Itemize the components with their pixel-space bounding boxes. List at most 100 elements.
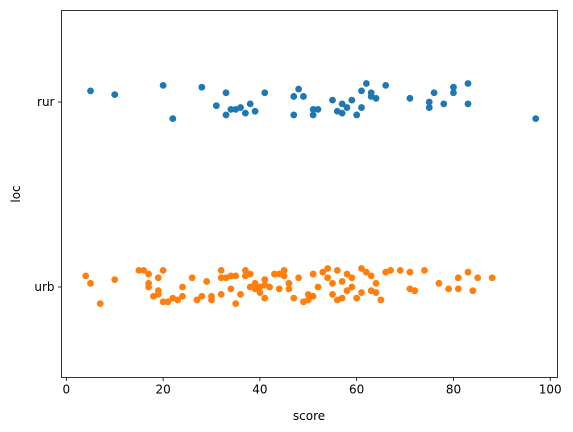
point-rur <box>425 104 433 111</box>
point-urb <box>82 272 90 280</box>
point-rur <box>169 115 177 123</box>
point-urb <box>343 270 351 278</box>
point-urb <box>198 292 206 300</box>
point-urb <box>488 274 496 282</box>
point-urb <box>154 274 162 282</box>
point-urb <box>377 296 385 304</box>
point-urb <box>285 285 293 293</box>
point-urb <box>208 296 215 304</box>
point-urb <box>406 268 414 276</box>
point-urb <box>159 298 167 306</box>
point-urb <box>227 285 235 293</box>
plot-frame <box>61 10 558 378</box>
point-urb <box>362 268 370 276</box>
point-urb <box>285 279 293 287</box>
point-rur <box>464 80 472 87</box>
point-urb <box>164 298 172 306</box>
point-rur <box>338 109 346 117</box>
point-urb <box>140 266 148 274</box>
point-rur <box>309 106 317 113</box>
point-rur <box>343 104 351 111</box>
point-rur <box>532 115 540 123</box>
point-urb <box>275 285 283 293</box>
point-urb <box>179 283 186 291</box>
point-urb <box>343 287 351 295</box>
point-rur <box>295 85 303 93</box>
point-urb <box>193 296 201 304</box>
y-axis-ticks: rur urb <box>34 95 62 294</box>
point-rur <box>159 81 167 89</box>
point-urb <box>454 274 462 282</box>
point-urb <box>188 274 196 282</box>
series-urb <box>82 265 496 308</box>
point-urb <box>256 289 264 296</box>
x-axis-ticks: 0 20 40 60 80 100 <box>63 377 562 397</box>
point-urb <box>261 276 269 283</box>
point-urb <box>464 268 472 276</box>
point-rur <box>372 94 380 102</box>
point-rur <box>450 83 457 91</box>
point-urb <box>145 283 153 291</box>
point-rur <box>241 109 249 117</box>
point-urb <box>474 274 482 282</box>
point-urb <box>261 294 269 302</box>
point-urb <box>333 266 341 274</box>
x-tick-label: 60 <box>349 383 364 397</box>
point-urb <box>454 285 462 293</box>
point-urb <box>324 265 332 272</box>
point-rur <box>358 87 365 95</box>
point-rur <box>261 89 269 97</box>
point-urb <box>246 270 254 278</box>
point-rur <box>246 100 254 108</box>
plot-marks <box>82 80 540 308</box>
point-urb <box>154 291 162 298</box>
point-urb <box>251 279 259 287</box>
y-axis-label: loc <box>9 185 23 202</box>
point-urb <box>295 274 303 282</box>
point-urb <box>87 279 94 287</box>
point-urb <box>372 289 380 296</box>
point-rur <box>358 104 365 111</box>
point-urb <box>348 283 356 291</box>
point-rur <box>430 89 438 97</box>
point-urb <box>174 296 182 304</box>
point-urb <box>329 291 336 298</box>
point-urb <box>217 274 225 282</box>
point-urb <box>469 287 477 295</box>
point-urb <box>353 294 361 302</box>
point-urb <box>241 266 249 274</box>
point-rur <box>222 111 230 119</box>
point-urb <box>203 278 211 285</box>
point-urb <box>348 274 356 282</box>
point-urb <box>179 292 186 300</box>
point-urb <box>338 294 346 302</box>
point-urb <box>396 266 404 274</box>
point-urb <box>266 283 273 291</box>
x-tick-label: 100 <box>539 383 562 397</box>
point-urb <box>304 296 312 304</box>
point-rur <box>440 100 448 108</box>
point-rur <box>212 102 220 110</box>
point-urb <box>367 272 375 280</box>
point-urb <box>227 272 235 280</box>
point-rur <box>362 80 370 87</box>
point-rur <box>300 93 307 100</box>
point-rur <box>227 106 235 113</box>
point-urb <box>145 270 153 278</box>
point-urb <box>111 276 119 283</box>
point-rur <box>290 111 298 119</box>
point-urb <box>309 292 317 300</box>
y-tick-label-rur: rur <box>37 95 55 109</box>
point-urb <box>358 265 365 272</box>
point-rur <box>309 111 317 119</box>
x-axis-label: score <box>293 409 325 423</box>
point-urb <box>435 279 443 287</box>
point-urb <box>314 283 322 291</box>
point-rur <box>348 96 356 104</box>
point-urb <box>387 266 394 274</box>
x-tick-label: 80 <box>446 383 461 397</box>
point-urb <box>280 272 288 280</box>
point-urb <box>271 270 278 278</box>
point-urb <box>237 291 244 298</box>
